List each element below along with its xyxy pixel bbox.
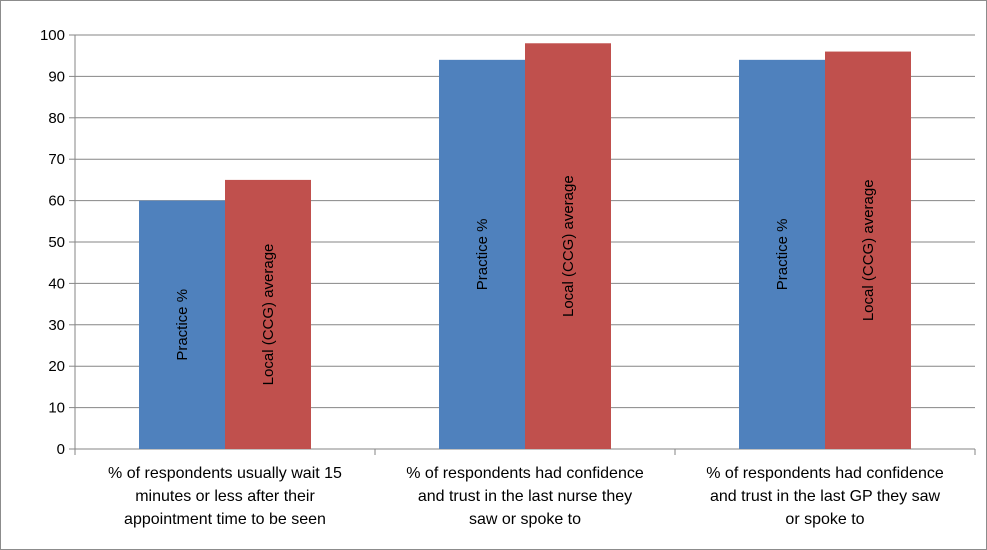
category-label-line: saw or spoke to [469, 511, 581, 528]
category-label-line: % of respondents usually wait 15 [108, 465, 342, 482]
y-tick-label: 20 [48, 358, 65, 375]
labels: Practice % Local (CCG) average % of respon… [108, 175, 944, 528]
bars [139, 43, 911, 450]
y-tick-label: 100 [40, 27, 65, 44]
y-tick-label: 60 [48, 193, 65, 210]
bar-label: Practice % [174, 289, 191, 361]
bar-label: Local (CCG) average [260, 244, 277, 386]
bar-label: Local (CCG) average [860, 179, 877, 321]
y-tick-label: 40 [48, 275, 65, 292]
y-tick-label: 0 [57, 441, 65, 458]
category-label-line: appointment time to be seen [124, 511, 326, 528]
y-tick-label: 80 [48, 110, 65, 127]
bar-label: Local (CCG) average [560, 175, 577, 317]
y-tick-label: 10 [48, 400, 65, 417]
category-label-line: % of respondents had confidence [706, 465, 944, 482]
category-label-line: and trust in the last GP they saw [710, 488, 940, 505]
bar-practice-1 [139, 200, 225, 449]
category-label-line: and trust in the last nurse they [418, 488, 632, 505]
bar-local-ccg-2 [525, 43, 611, 449]
bar-local-ccg-3 [825, 51, 911, 450]
category-label-1: % of respondents usually wait 15 minutes … [108, 465, 342, 528]
category-label-2: % of respondents had confidence and trust… [406, 465, 644, 528]
category-label-line: or spoke to [785, 511, 864, 528]
y-tick-label: 30 [48, 317, 65, 334]
bar-label: Practice % [474, 219, 491, 291]
category-label-line: % of respondents had confidence [406, 465, 644, 482]
category-label-3: % of respondents had confidence and trust… [706, 465, 944, 528]
bar-local-ccg-1 [225, 179, 311, 449]
y-tick-label: 90 [48, 68, 65, 85]
y-tick-label: 70 [48, 151, 65, 168]
y-tick-label: 50 [48, 234, 65, 251]
bar-label: Practice % [774, 219, 791, 291]
bar-practice-2 [439, 59, 525, 450]
category-label-line: minutes or less after their [135, 488, 315, 505]
bar-practice-3 [739, 59, 825, 450]
